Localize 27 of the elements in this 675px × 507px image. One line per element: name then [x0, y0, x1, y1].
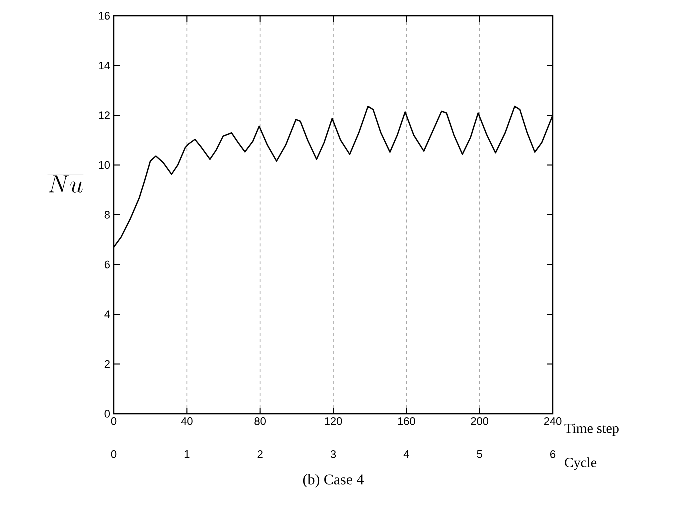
y-tick-label: 10 [99, 161, 110, 170]
x-axis-title: Time step [564, 424, 619, 436]
x2-tick-label: 1 [184, 450, 190, 458]
y-axis-title: $\overline{Nu}$ [48, 174, 84, 193]
y-tick-label: 16 [99, 12, 110, 20]
y-tick-label: 12 [99, 112, 110, 120]
y-tick-label: 4 [104, 310, 110, 318]
y-tick-label: 6 [104, 260, 110, 269]
x2-tick-label: 4 [404, 450, 410, 458]
x-tick-label: 80 [254, 418, 266, 426]
y-tick-label: 8 [104, 211, 110, 219]
x-tick-label: 120 [325, 418, 342, 426]
y-tick-label: 0 [104, 410, 110, 418]
x-tick-label: 240 [544, 418, 562, 426]
x2-tick-label: 6 [550, 450, 556, 458]
x-tick-label: 0 [111, 418, 117, 426]
x2-tick-label: 5 [477, 450, 482, 458]
x2-axis-title: Cycle [565, 458, 597, 470]
text: (b) Case 4 [303, 474, 364, 488]
x-tick-label: 200 [471, 418, 489, 426]
x-tick-label: 40 [181, 418, 193, 426]
x-tick-label: 160 [398, 418, 416, 426]
x2-tick-label: 2 [258, 450, 263, 458]
x2-tick-label: 0 [111, 450, 117, 458]
x2-tick-label: 3 [330, 450, 336, 458]
y-tick-label: 2 [104, 360, 110, 368]
y-tick-label: 14 [99, 62, 110, 70]
